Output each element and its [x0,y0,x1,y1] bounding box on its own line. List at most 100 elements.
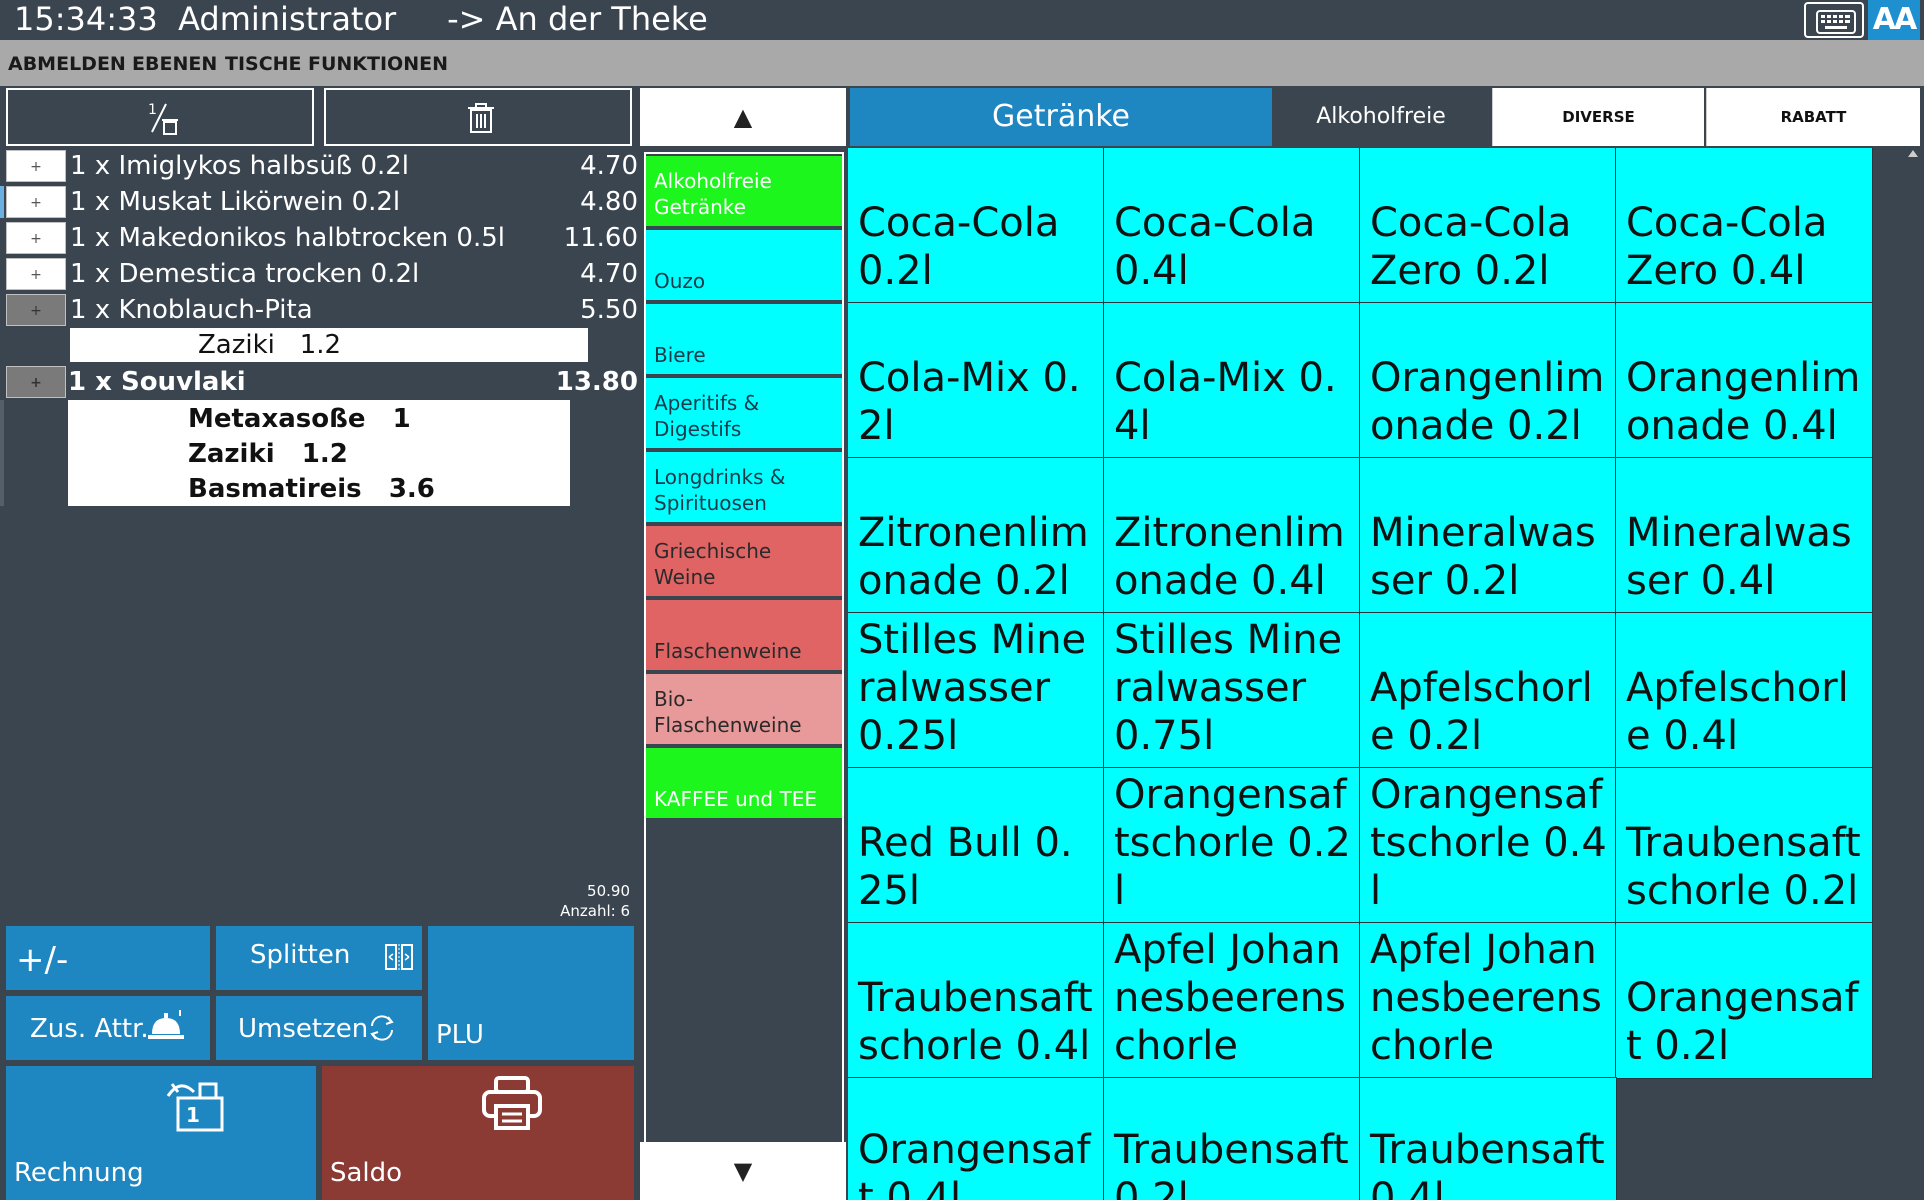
grid-scrollbar[interactable] [1906,148,1920,1200]
product-button[interactable]: Orangenlimonade 0.4l [1615,302,1873,459]
menu-bar: ABMELDEN EBENEN TISCHE FUNKTIONEN [0,40,1924,86]
split-label: Splitten [250,940,351,970]
product-button[interactable]: Zitronenlimonade 0.4l [1103,457,1361,614]
category-label: Flaschenweine [654,639,802,663]
product-button[interactable]: Apfelschorle 0.4l [1615,612,1873,769]
category-item[interactable]: KAFFEE und TEE [646,748,842,820]
product-button[interactable]: Coca-Cola 0.2l [848,148,1105,304]
plu-button[interactable]: PLU [428,926,634,1060]
category-scroll-up-button[interactable]: ▲ [640,88,846,146]
product-label: Coca-Cola Zero 0.2l [1370,200,1572,294]
plus-button[interactable]: + [6,150,66,182]
product-button[interactable]: Apfel Johannesbeerenschorle [1103,922,1361,1079]
product-button[interactable]: Red Bull 0.25l [848,767,1105,924]
keyboard-button[interactable] [1804,2,1864,38]
product-button[interactable]: Cola-Mix 0.4l [1103,302,1361,459]
product-label: Stilles Mineralwasser 0.25l [858,617,1087,759]
product-button[interactable]: Coca-Cola 0.4l [1103,148,1361,304]
scroll-up-arrow-icon [1908,150,1918,157]
plus-button[interactable]: + [6,258,66,290]
transfer-label: Umsetzen [238,1014,369,1044]
product-button[interactable]: Apfelschorle 0.2l [1359,612,1617,769]
tab-rabatt[interactable]: RABATT [1706,88,1920,146]
category-scroll-down-button[interactable]: ▼ [640,1142,846,1200]
product-button[interactable]: Traubensaft 0.2l [1103,1077,1361,1200]
product-button[interactable]: Mineralwasser 0.4l [1615,457,1873,614]
category-label: Ouzo [654,269,706,293]
order-item-price: 11.60 [563,223,638,253]
trash-icon [468,103,494,133]
category-item[interactable]: Longdrinks & Spirituosen [646,452,842,524]
product-button[interactable]: Stilles Mineralwasser 0.75l [1103,612,1361,769]
order-row[interactable]: + 1 x Souvlaki 13.80 [0,364,640,400]
title-text: 15:34:33 Administrator -> An der Theke [14,0,708,38]
plus-minus-button[interactable]: +/- [6,926,210,990]
product-button[interactable]: Traubensaft 0.4l [1359,1077,1617,1200]
category-label: Alkoholfreie Getränke [654,169,772,219]
category-item[interactable]: Ouzo [646,230,842,302]
category-column: ▲ Alkoholfreie Getränke Ouzo Biere Aperi… [640,86,848,1200]
product-button[interactable]: Traubensaftschorle 0.2l [1615,767,1873,924]
order-row[interactable]: + 1 x Makedonikos halbtrocken 0.5l 11.60 [0,220,640,256]
split-button[interactable]: Splitten [216,926,422,990]
category-item[interactable]: Bio-Flaschenweine [646,674,842,746]
product-button[interactable]: Mineralwasser 0.2l [1359,457,1617,614]
order-item-text: 1 x Demestica trocken 0.2l [70,259,420,289]
plus-button[interactable]: + [6,294,66,326]
plus-button[interactable]: + [6,366,66,398]
category-label: Bio-Flaschenweine [654,687,802,737]
row-marker [0,186,4,218]
product-button[interactable]: Coca-Cola Zero 0.2l [1359,148,1617,304]
category-label: Griechische Weine [654,539,772,589]
font-size-button[interactable]: AA [1868,0,1920,40]
product-label: Orangensaft 0.4l [858,1127,1091,1200]
menu-abmelden[interactable]: ABMELDEN [8,53,126,75]
additional-attributes-button[interactable]: Zus. Attr. [6,996,210,1060]
product-label: Cola-Mix 0.2l [858,355,1081,449]
product-button[interactable]: Cola-Mix 0.2l [848,302,1105,459]
category-item[interactable]: Flaschenweine [646,600,842,672]
product-button[interactable]: Zitronenlimonade 0.2l [848,457,1105,614]
order-item-text: 1 x Muskat Likörwein 0.2l [70,187,401,217]
product-label: Apfel Johannesbeerenschorle [1114,927,1346,1069]
tab-bar: Getränke Alkoholfreie Getränke DIVERSE R… [848,86,1924,187]
row-marker [0,400,4,506]
menu-tische[interactable]: TISCHE [225,53,302,75]
product-button[interactable]: Orangensaftschorle 0.2l [1103,767,1361,924]
product-label: Zitronenlimonade 0.2l [858,510,1089,604]
partial-delete-button[interactable]: 1 [6,88,314,146]
category-label: KAFFEE und TEE [654,787,817,811]
product-button[interactable]: Coca-Cola Zero 0.4l [1615,148,1873,304]
delete-button[interactable] [324,88,632,146]
order-row[interactable]: + 1 x Muskat Likörwein 0.2l 4.80 [0,184,640,220]
order-row[interactable]: + 1 x Demestica trocken 0.2l 4.70 [0,256,640,292]
transfer-button[interactable]: Umsetzen [216,996,422,1060]
order-item-price: 5.50 [580,295,638,325]
product-button[interactable]: Orangensaft 0.4l [848,1077,1105,1200]
order-row[interactable]: + 1 x Imiglykos halbsüß 0.2l 4.70 [0,148,640,184]
menu-funktionen[interactable]: FUNKTIONEN [308,53,448,75]
plus-button[interactable]: + [6,222,66,254]
product-button[interactable]: Orangensaft 0.2l [1615,922,1873,1079]
tab-diverse[interactable]: DIVERSE [1492,88,1704,146]
tab-subcategory[interactable]: Alkoholfreie Getränke [1316,104,1446,187]
product-label: Coca-Cola 0.2l [858,200,1060,294]
category-item[interactable]: Griechische Weine [646,526,842,598]
balance-button[interactable]: Saldo [322,1066,634,1200]
category-label: Aperitifs & Digestifs [654,391,760,441]
plus-button[interactable]: + [6,186,66,218]
product-button[interactable]: Apfel Johannesbeerenschorle [1359,922,1617,1079]
invoice-button[interactable]: 1 Rechnung [6,1066,316,1200]
menu-ebenen[interactable]: EBENEN [132,53,218,75]
order-row[interactable]: + 1 x Knoblauch-Pita 5.50 [0,292,640,328]
product-button[interactable]: Traubensaftschorle 0.4l [848,922,1105,1079]
tab-getraenke[interactable]: Getränke [850,88,1272,146]
product-button[interactable]: Orangensaftschorle 0.4l [1359,767,1617,924]
category-item[interactable]: Alkoholfreie Getränke [646,156,842,228]
product-button[interactable]: Orangenlimonade 0.2l [1359,302,1617,459]
product-button[interactable]: Stilles Mineralwasser 0.25l [848,612,1105,769]
category-item[interactable]: Biere [646,304,842,376]
product-label: Mineralwasser 0.2l [1370,510,1596,604]
category-item[interactable]: Aperitifs & Digestifs [646,378,842,450]
svg-text:1: 1 [148,102,157,118]
